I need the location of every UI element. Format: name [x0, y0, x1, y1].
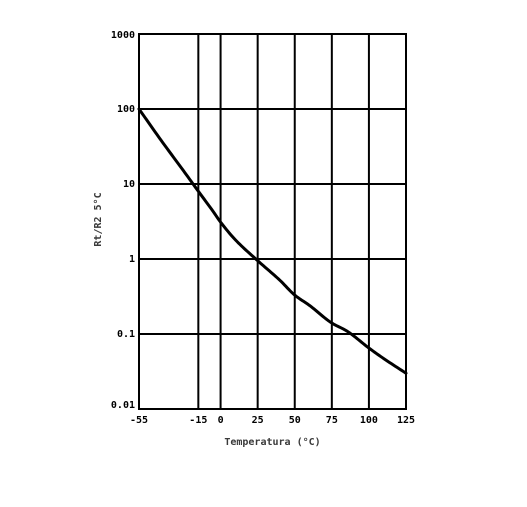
x-axis-ticks: -55 -15 0 25 50 75 100 125 [130, 415, 415, 426]
x-tick-label: -15 [189, 415, 207, 426]
curve-layer [137, 107, 408, 375]
x-tick-label: -55 [130, 415, 148, 426]
y-tick-label: 10 [123, 179, 135, 190]
y-tick-label: 0.01 [111, 400, 135, 411]
grid [138, 33, 407, 410]
y-tick-label: 1 [129, 254, 135, 265]
y-axis-title: Rt/R2 5°C [93, 192, 104, 246]
x-tick-label: 50 [289, 415, 301, 426]
x-tick-label: 0 [218, 415, 224, 426]
x-tick-label: 125 [397, 415, 415, 426]
x-tick-label: 75 [326, 415, 338, 426]
y-axis-ticks: 0.01 0.1 1 10 100 1000 [111, 30, 135, 411]
y-tick-label: 1000 [111, 30, 135, 41]
plot-frame [138, 33, 407, 410]
y-tick-label: 0.1 [117, 329, 135, 340]
x-tick-label: 25 [252, 415, 264, 426]
series-line [137, 107, 408, 375]
x-axis-title: Temperatura (°C) [224, 437, 320, 448]
x-tick-label: 100 [360, 415, 378, 426]
y-tick-label: 100 [117, 104, 135, 115]
